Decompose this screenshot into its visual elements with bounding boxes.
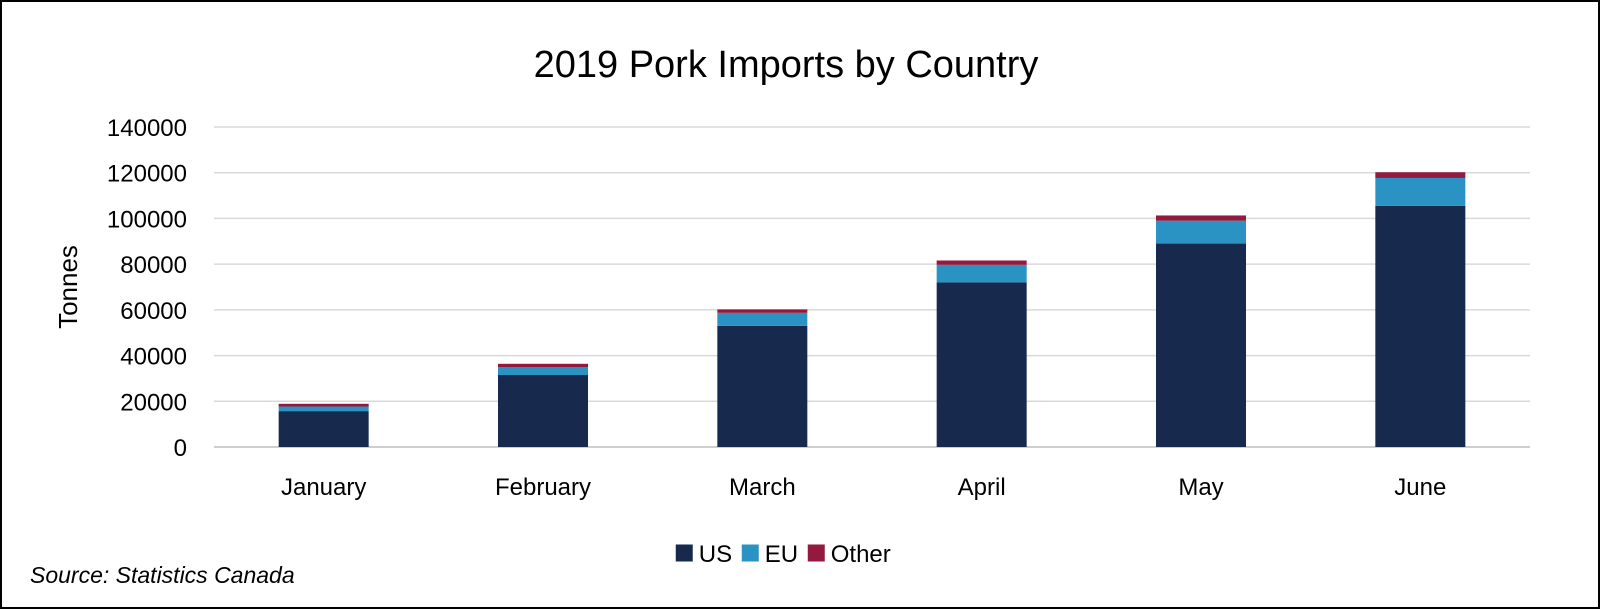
x-tick-label: January bbox=[281, 474, 366, 501]
bar-us-june bbox=[1375, 205, 1466, 447]
bar-eu-may bbox=[1156, 220, 1246, 244]
bars bbox=[278, 172, 1466, 447]
bar-us-february bbox=[498, 375, 588, 447]
legend-swatch-other bbox=[807, 544, 825, 562]
bar-us-may bbox=[1156, 243, 1246, 447]
chart-title: 2019 Pork Imports by Country bbox=[534, 44, 1039, 86]
legend-label-us: US bbox=[699, 541, 732, 568]
bar-other-january bbox=[278, 403, 369, 407]
y-tick-label: 20000 bbox=[120, 389, 187, 416]
bar-eu-february bbox=[498, 367, 588, 375]
bar-us-march bbox=[717, 325, 808, 447]
x-tick-label: February bbox=[495, 474, 591, 501]
x-tick-label: March bbox=[729, 474, 796, 501]
bar-eu-march bbox=[717, 312, 808, 326]
y-tick-label: 120000 bbox=[107, 161, 187, 188]
bar-us-january bbox=[278, 411, 369, 447]
bar-other-february bbox=[498, 363, 588, 367]
bar-other-april bbox=[936, 260, 1027, 265]
legend: US EU Other bbox=[675, 541, 891, 568]
y-tick-label: 100000 bbox=[107, 206, 187, 233]
bar-us-april bbox=[936, 282, 1027, 447]
y-tick-label: 40000 bbox=[120, 344, 187, 371]
x-tick-label: April bbox=[958, 474, 1006, 501]
bar-eu-june bbox=[1375, 177, 1466, 206]
gridlines bbox=[214, 126, 1530, 448]
y-axis-label: Tonnes bbox=[53, 245, 83, 329]
y-tick-label: 80000 bbox=[120, 252, 187, 279]
legend-label-other: Other bbox=[831, 541, 891, 568]
legend-swatch-eu bbox=[741, 544, 759, 562]
y-tick-label: 60000 bbox=[120, 298, 187, 325]
bar-eu-january bbox=[278, 406, 369, 412]
legend-label-eu: EU bbox=[765, 541, 798, 568]
bar-other-may bbox=[1156, 215, 1246, 221]
bar-other-march bbox=[717, 309, 808, 313]
bar-other-june bbox=[1375, 172, 1466, 178]
y-tick-label: 140000 bbox=[107, 115, 187, 142]
legend-swatch-us bbox=[675, 544, 693, 562]
x-axis-ticks: January February March April May June bbox=[281, 474, 1446, 501]
y-tick-label: 0 bbox=[174, 435, 187, 462]
source-note: Source: Statistics Canada bbox=[30, 562, 295, 588]
x-tick-label: May bbox=[1178, 474, 1223, 501]
y-axis-ticks: 0 20000 40000 60000 80000 100000 120000 140000 bbox=[107, 115, 187, 462]
x-tick-label: June bbox=[1394, 474, 1446, 501]
bar-eu-april bbox=[936, 264, 1027, 283]
